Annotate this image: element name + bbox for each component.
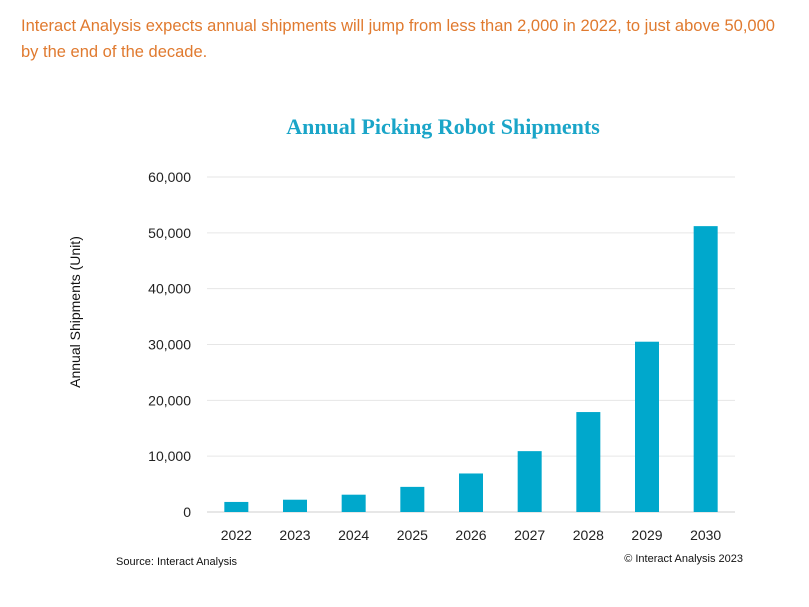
- bar-2029: [635, 341, 659, 512]
- intro-text: Interact Analysis expects annual shipmen…: [21, 17, 775, 61]
- y-tick-label: 50,000: [148, 225, 191, 241]
- bar-2026: [459, 473, 483, 512]
- x-tick-label: 2025: [397, 527, 428, 543]
- y-tick-label: 0: [183, 504, 191, 520]
- bar-2024: [341, 494, 366, 512]
- x-tick-label: 2028: [573, 527, 604, 543]
- bar-2022: [224, 501, 249, 512]
- x-tick-labels: 2022 2023 2024 2025 2026 2027 2028 2029 2030: [221, 527, 722, 543]
- bar-2023: [283, 499, 307, 512]
- y-tick-label: 60,000: [148, 169, 191, 185]
- bar-2030: [693, 226, 718, 512]
- y-tick-label: 30,000: [148, 337, 191, 353]
- x-tick-label: 2022: [221, 527, 252, 543]
- bar-2025: [400, 486, 425, 512]
- bar-2027: [517, 451, 542, 512]
- bars: [224, 226, 718, 512]
- x-tick-label: 2029: [631, 527, 662, 543]
- copyright-note: © Interact Analysis 2023: [624, 553, 743, 565]
- x-tick-label: 2027: [514, 527, 545, 543]
- x-tick-label: 2030: [690, 527, 721, 543]
- source-note: Source: Interact Analysis: [116, 556, 238, 568]
- x-tick-label: 2026: [455, 527, 486, 543]
- chart-title: Annual Picking Robot Shipments: [286, 114, 600, 139]
- y-tick-label: 10,000: [148, 448, 191, 464]
- bar-2028: [576, 412, 601, 512]
- y-tick-label: 40,000: [148, 281, 191, 297]
- y-tick-labels: 0 10,000 20,000 30,000 40,000 50,000 60,000: [148, 169, 191, 520]
- x-tick-label: 2024: [338, 527, 369, 543]
- y-tick-label: 20,000: [148, 392, 191, 408]
- x-tick-label: 2023: [279, 527, 310, 543]
